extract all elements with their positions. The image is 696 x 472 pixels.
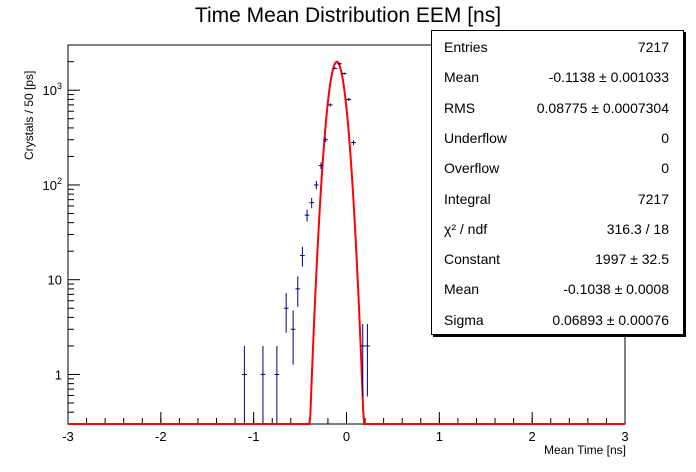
stats-label: χ² / ndf bbox=[444, 220, 488, 237]
stats-value: 0.06893 ± 0.00076 bbox=[552, 311, 669, 328]
data-point bbox=[260, 345, 266, 424]
x-tick-label: 2 bbox=[529, 429, 536, 444]
stats-row: Entries 7217 bbox=[444, 37, 669, 57]
stats-label: RMS bbox=[444, 99, 476, 116]
stats-row: χ² / ndf 316.3 / 18 bbox=[444, 219, 669, 239]
stats-row: Overflow 0 bbox=[444, 158, 669, 178]
data-point bbox=[337, 62, 342, 65]
gaussian-fit-curve bbox=[68, 60, 625, 425]
data-point bbox=[346, 97, 352, 101]
stats-value: 1997 ± 32.5 bbox=[595, 251, 669, 268]
stats-value: 0.08775 ± 0.0007304 bbox=[536, 99, 669, 116]
stats-label: Sigma bbox=[444, 311, 484, 328]
stats-value: 0 bbox=[661, 129, 669, 146]
y-tick-label: 103 bbox=[43, 81, 62, 98]
data-point bbox=[274, 345, 280, 424]
stats-value: -0.1038 ± 0.0008 bbox=[563, 281, 669, 298]
data-point bbox=[341, 72, 347, 75]
data-point bbox=[351, 140, 356, 146]
y-tick-label: 102 bbox=[43, 176, 62, 193]
stats-value: 7217 bbox=[637, 39, 669, 55]
stats-row: Mean -0.1138 ± 0.001033 bbox=[444, 67, 669, 87]
data-point bbox=[242, 345, 247, 424]
data-point bbox=[323, 137, 328, 143]
stats-label: Underflow bbox=[444, 129, 508, 146]
stats-label: Mean bbox=[444, 281, 480, 298]
data-point bbox=[309, 197, 315, 209]
stats-label: Mean bbox=[444, 69, 480, 86]
data-point bbox=[332, 67, 338, 70]
x-tick-label: -3 bbox=[62, 429, 74, 444]
data-point bbox=[283, 293, 289, 333]
x-tick-label: 0 bbox=[343, 429, 350, 444]
stats-row: Mean -0.1038 ± 0.0008 bbox=[444, 279, 669, 299]
x-tick-label: -1 bbox=[248, 429, 260, 444]
x-tick-label: -2 bbox=[155, 429, 167, 444]
data-point bbox=[314, 181, 319, 190]
stats-value: 7217 bbox=[637, 190, 669, 207]
data-point bbox=[295, 276, 301, 307]
y-tick-label: 10 bbox=[48, 273, 62, 288]
stats-label: Integral bbox=[444, 190, 491, 207]
data-point bbox=[304, 209, 310, 222]
stats-label: Entries bbox=[444, 39, 488, 55]
x-tick-label: 3 bbox=[621, 429, 628, 444]
x-tick-label: 1 bbox=[436, 429, 443, 444]
stats-label: Overflow bbox=[444, 160, 500, 177]
data-point bbox=[360, 323, 366, 397]
y-axis-label: Crystals / 50 [ps] bbox=[22, 70, 36, 160]
stats-row: RMS 0.08775 ± 0.0007304 bbox=[444, 98, 669, 118]
stats-value: 0 bbox=[661, 160, 669, 177]
stats-row: Sigma 0.06893 ± 0.00076 bbox=[444, 310, 669, 330]
stats-box: Entries 7217 Mean -0.1138 ± 0.001033 RMS 0.08… bbox=[431, 30, 684, 335]
stats-value: 316.3 / 18 bbox=[606, 220, 669, 237]
data-point bbox=[327, 103, 333, 107]
y-tick-label: 1 bbox=[55, 367, 62, 382]
data-point bbox=[365, 323, 370, 397]
data-point bbox=[300, 246, 305, 267]
stats-label: Constant bbox=[444, 251, 501, 268]
x-axis-label: Mean Time [ns] bbox=[543, 443, 626, 457]
chart-title: Time Mean Distribution EEM [ns] bbox=[194, 4, 502, 27]
stats-row: Integral 7217 bbox=[444, 189, 669, 209]
data-point bbox=[290, 310, 296, 365]
data-point bbox=[318, 162, 324, 170]
stats-row: Constant 1997 ± 32.5 bbox=[444, 249, 669, 269]
stats-row: Underflow 0 bbox=[444, 128, 669, 148]
stats-value: -0.1138 ± 0.001033 bbox=[548, 69, 669, 86]
